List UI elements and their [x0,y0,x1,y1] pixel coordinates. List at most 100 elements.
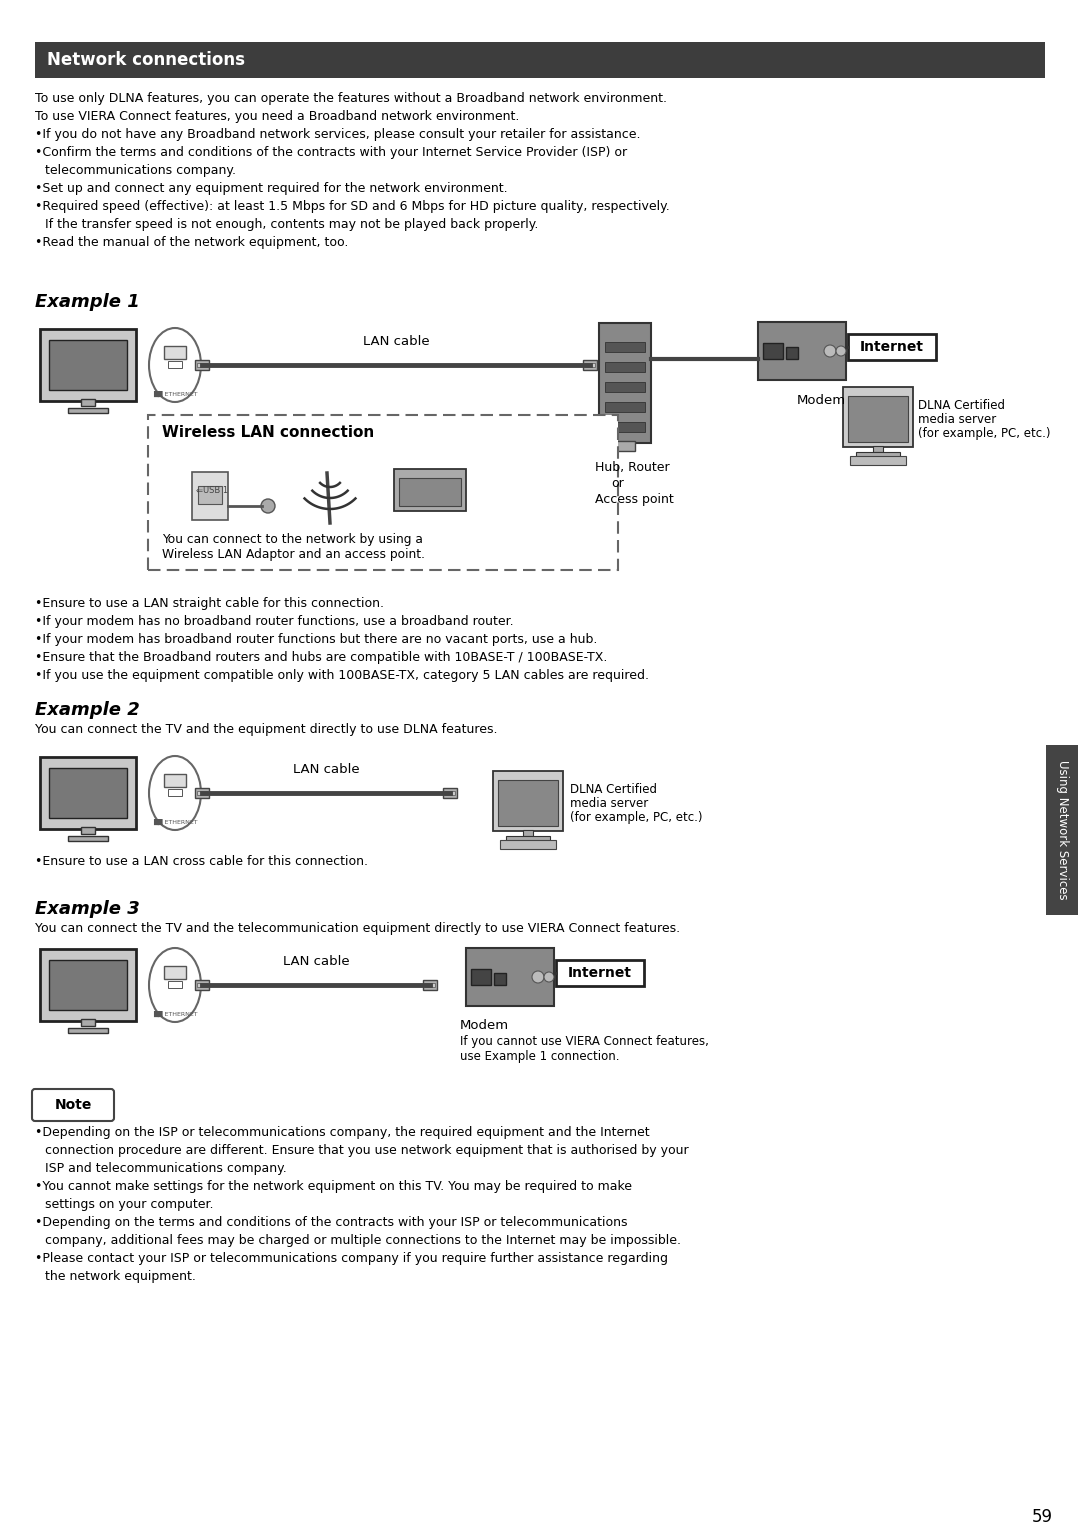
Bar [164,774,186,787]
Bar [605,381,645,392]
Bar [471,970,491,985]
Bar [843,388,913,447]
Bar [848,334,936,360]
Circle shape [836,346,846,355]
Bar [605,401,645,412]
Bar [168,362,183,368]
Bar [81,398,95,406]
Bar [605,342,645,352]
Circle shape [261,499,275,513]
Text: •Read the manual of the network equipment, too.: •Read the manual of the network equipmen… [35,236,349,250]
Bar [68,836,108,841]
Text: Wireless LAN connection: Wireless LAN connection [162,424,375,440]
Bar [40,329,136,401]
Bar [35,41,1045,78]
Bar [164,967,186,979]
Circle shape [532,971,544,984]
Bar [850,457,906,466]
Text: Modem: Modem [797,394,846,408]
Bar [164,346,186,358]
Bar [758,322,846,380]
Bar [168,789,183,797]
Text: Example 2: Example 2 [35,702,139,719]
Text: use Example 1 connection.: use Example 1 connection. [460,1049,620,1063]
Text: If the transfer speed is not enough, contents may not be played back properly.: If the transfer speed is not enough, con… [45,218,538,231]
Text: media server: media server [918,414,996,426]
Text: •If your modem has broadband router functions but there are no vacant ports, use: •If your modem has broadband router func… [35,633,597,647]
Bar [605,362,645,372]
Text: LAN cable: LAN cable [293,763,360,777]
Text: Wireless LAN Adaptor and an access point.: Wireless LAN Adaptor and an access point… [162,548,426,561]
Bar [443,787,457,798]
Bar [148,415,618,570]
Text: To use VIERA Connect features, you need a Broadband network environment.: To use VIERA Connect features, you need … [35,110,519,123]
Bar [394,469,465,512]
Text: •If you do not have any Broadband network services, please consult your retailer: •If you do not have any Broadband networ… [35,129,640,141]
Bar [168,980,183,988]
Text: Example 1: Example 1 [35,293,139,311]
Text: •Please contact your ISP or telecommunications company if you require further as: •Please contact your ISP or telecommunic… [35,1252,669,1265]
Bar [786,348,798,358]
Text: Note: Note [54,1098,92,1112]
Bar [615,441,635,450]
Bar [492,771,563,830]
Text: To use only DLNA features, you can operate the features without a Broadband netw: To use only DLNA features, you can opera… [35,92,667,106]
Ellipse shape [149,328,201,401]
Bar [848,395,908,443]
Bar [198,486,222,504]
Bar [585,363,595,368]
Text: Modem: Modem [460,1019,509,1033]
Bar [556,961,644,987]
Bar [605,421,645,432]
Bar [426,984,435,987]
Bar [49,340,127,391]
Text: (for example, PC, etc.): (for example, PC, etc.) [918,427,1051,440]
Bar [195,787,210,798]
Text: •Ensure that the Broadband routers and hubs are compatible with 10BASE-T / 100BA: •Ensure that the Broadband routers and h… [35,651,607,663]
Ellipse shape [149,948,201,1022]
Text: •If you use the equipment compatible only with 100BASE-TX, category 5 LAN cables: •If you use the equipment compatible onl… [35,669,649,682]
Text: settings on your computer.: settings on your computer. [45,1198,214,1210]
Bar [445,791,455,795]
Text: company, additional fees may be charged or multiple connections to the Internet : company, additional fees may be charged … [45,1233,681,1247]
Bar [49,961,127,1010]
Text: 59: 59 [1031,1507,1053,1526]
Bar [40,757,136,829]
Text: ISP and telecommunications company.: ISP and telecommunications company. [45,1161,287,1175]
Text: the network equipment.: the network equipment. [45,1270,195,1282]
Text: •Required speed (effective): at least 1.5 Mbps for SD and 6 Mbps for HD picture : •Required speed (effective): at least 1.… [35,201,670,213]
Text: •You cannot make settings for the network equipment on this TV. You may be requi: •You cannot make settings for the networ… [35,1180,632,1193]
Text: Network connections: Network connections [48,51,245,69]
Text: ██ ETHERNET: ██ ETHERNET [152,1011,198,1017]
Text: •Ensure to use a LAN straight cable for this connection.: •Ensure to use a LAN straight cable for … [35,597,384,610]
Text: ⇐USB 1: ⇐USB 1 [195,486,228,495]
Text: Internet: Internet [860,340,924,354]
Bar [873,446,883,452]
Bar [195,360,210,371]
Text: Using Network Services: Using Network Services [1055,760,1068,899]
Bar [1047,745,1078,915]
Bar [81,827,95,833]
Text: media server: media server [570,797,648,810]
Bar [49,768,127,818]
Text: If you cannot use VIERA Connect features,: If you cannot use VIERA Connect features… [460,1036,708,1048]
Text: •If your modem has no broadband router functions, use a broadband router.: •If your modem has no broadband router f… [35,614,514,628]
Bar [197,984,207,987]
Text: LAN cable: LAN cable [283,954,349,968]
Text: Example 3: Example 3 [35,899,139,918]
Text: DLNA Certified: DLNA Certified [570,783,657,797]
Bar [762,343,783,358]
Bar [192,472,228,519]
Text: ██ ETHERNET: ██ ETHERNET [152,391,198,397]
Bar [195,980,210,990]
Text: You can connect to the network by using a: You can connect to the network by using … [162,533,423,545]
Text: Access point: Access point [595,493,674,506]
Text: telecommunications company.: telecommunications company. [45,164,237,178]
Text: DLNA Certified: DLNA Certified [918,398,1005,412]
Text: connection procedure are different. Ensure that you use network equipment that i: connection procedure are different. Ensu… [45,1144,689,1157]
Text: LAN cable: LAN cable [363,336,430,348]
Bar [68,1028,108,1033]
Bar [856,452,900,458]
Bar [523,830,534,836]
Text: Internet: Internet [568,967,632,980]
